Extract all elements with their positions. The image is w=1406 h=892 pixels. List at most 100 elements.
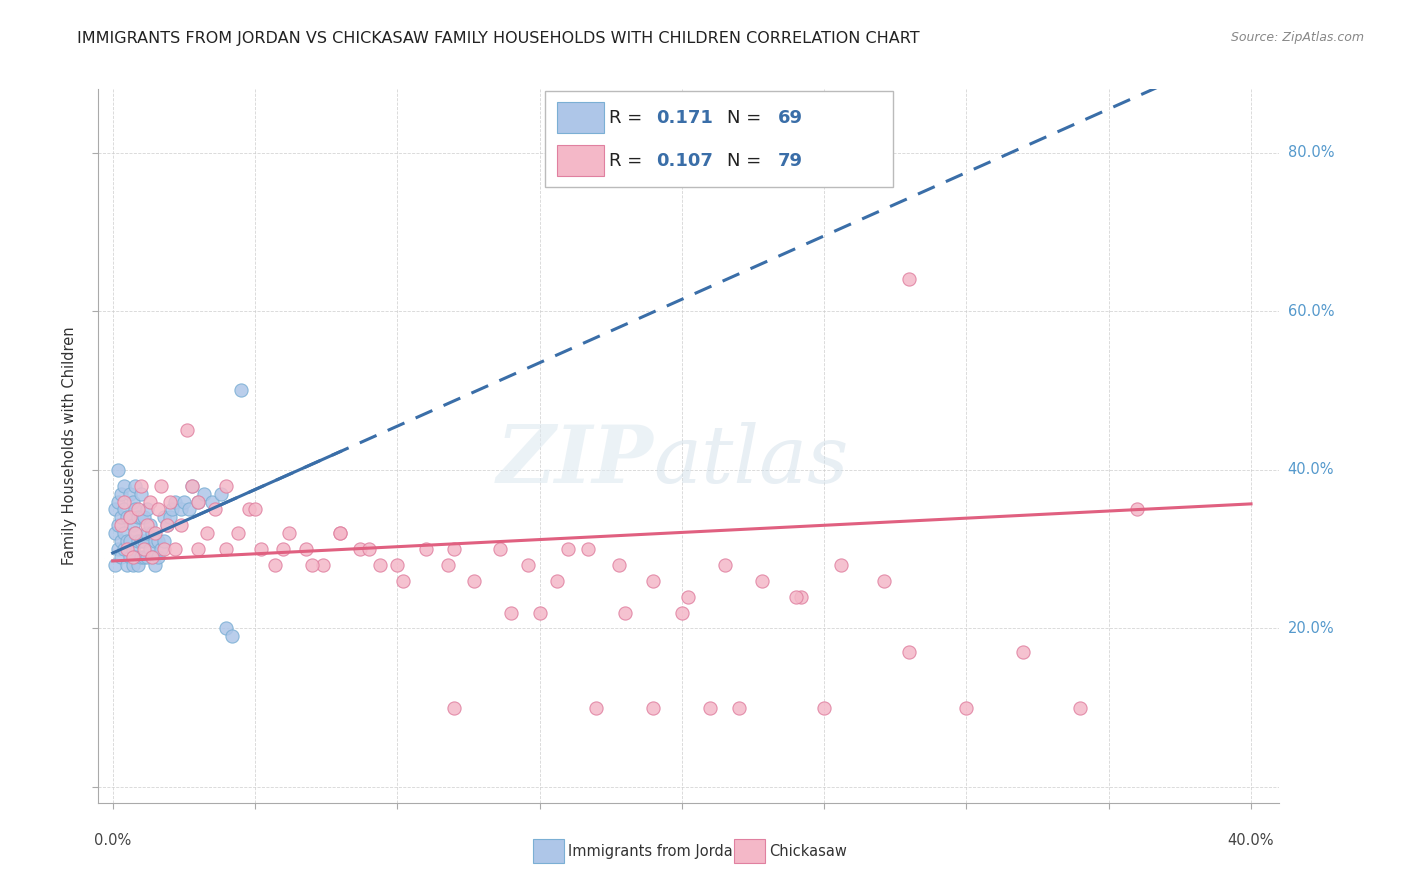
Point [676,590,699,604]
Point [132,542,155,557]
Point [107,463,129,477]
Text: 20.0%: 20.0% [1288,621,1334,636]
Point [443,542,465,557]
Point [129,510,152,524]
Point [121,542,143,557]
Point [132,534,155,549]
Point [121,549,143,564]
Point [576,542,599,557]
Point [153,534,176,549]
Point [830,558,852,572]
Point [143,558,166,572]
Text: ZIP: ZIP [496,422,654,499]
Point [488,542,510,557]
Text: 0.171: 0.171 [655,109,713,127]
Point [238,502,260,516]
Point [312,558,335,572]
Point [193,486,215,500]
Point [132,510,155,524]
Text: 40.0%: 40.0% [1227,833,1274,848]
Point [499,606,522,620]
Point [229,384,252,398]
Point [141,549,163,564]
Point [112,526,135,541]
Point [129,534,152,549]
Point [124,526,146,541]
Point [129,478,152,492]
Point [118,510,141,524]
Point [179,502,201,516]
Point [121,518,143,533]
Point [124,526,146,541]
Point [585,700,607,714]
Point [437,558,460,572]
Point [124,478,146,492]
Point [118,486,141,500]
Point [898,272,921,286]
Point [162,502,184,516]
Point [135,549,157,564]
Point [124,502,146,516]
Point [115,510,138,524]
Point [329,526,352,541]
Point [150,542,173,557]
Point [110,549,132,564]
Point [132,549,155,564]
Point [176,423,198,437]
Text: Source: ZipAtlas.com: Source: ZipAtlas.com [1230,31,1364,45]
Point [110,510,132,524]
Point [443,700,465,714]
Point [159,494,181,508]
Point [613,606,636,620]
Point [153,510,176,524]
Point [1069,700,1091,714]
Point [215,542,238,557]
Point [141,526,163,541]
Point [121,558,143,572]
Point [546,574,568,588]
FancyBboxPatch shape [546,91,893,187]
Point [221,629,243,643]
Point [118,534,141,549]
Point [150,478,173,492]
Point [110,518,132,533]
Text: R =: R = [609,152,648,169]
Point [557,542,579,557]
Point [121,494,143,508]
Text: atlas: atlas [654,422,849,499]
Point [165,494,187,508]
FancyBboxPatch shape [557,102,605,134]
Point [813,700,835,714]
Point [607,558,630,572]
Point [517,558,540,572]
Point [898,645,921,659]
Point [127,534,149,549]
Point [751,574,773,588]
Point [148,534,170,549]
Point [204,502,226,516]
Point [387,558,409,572]
Point [165,542,187,557]
Point [148,549,170,564]
Point [295,542,318,557]
Point [153,542,176,557]
Text: 60.0%: 60.0% [1288,303,1334,318]
Point [112,494,135,508]
Y-axis label: Family Households with Children: Family Households with Children [62,326,77,566]
Point [263,558,285,572]
Point [118,549,141,564]
Point [329,526,352,541]
Point [107,518,129,533]
Point [115,542,138,557]
Point [273,542,295,557]
Point [243,502,266,516]
Point [127,558,149,572]
Point [135,502,157,516]
Text: N =: N = [727,152,766,169]
Text: 79: 79 [778,152,803,169]
Text: N =: N = [727,109,766,127]
FancyBboxPatch shape [734,839,765,863]
Point [104,526,127,541]
Point [195,526,218,541]
Point [392,574,415,588]
